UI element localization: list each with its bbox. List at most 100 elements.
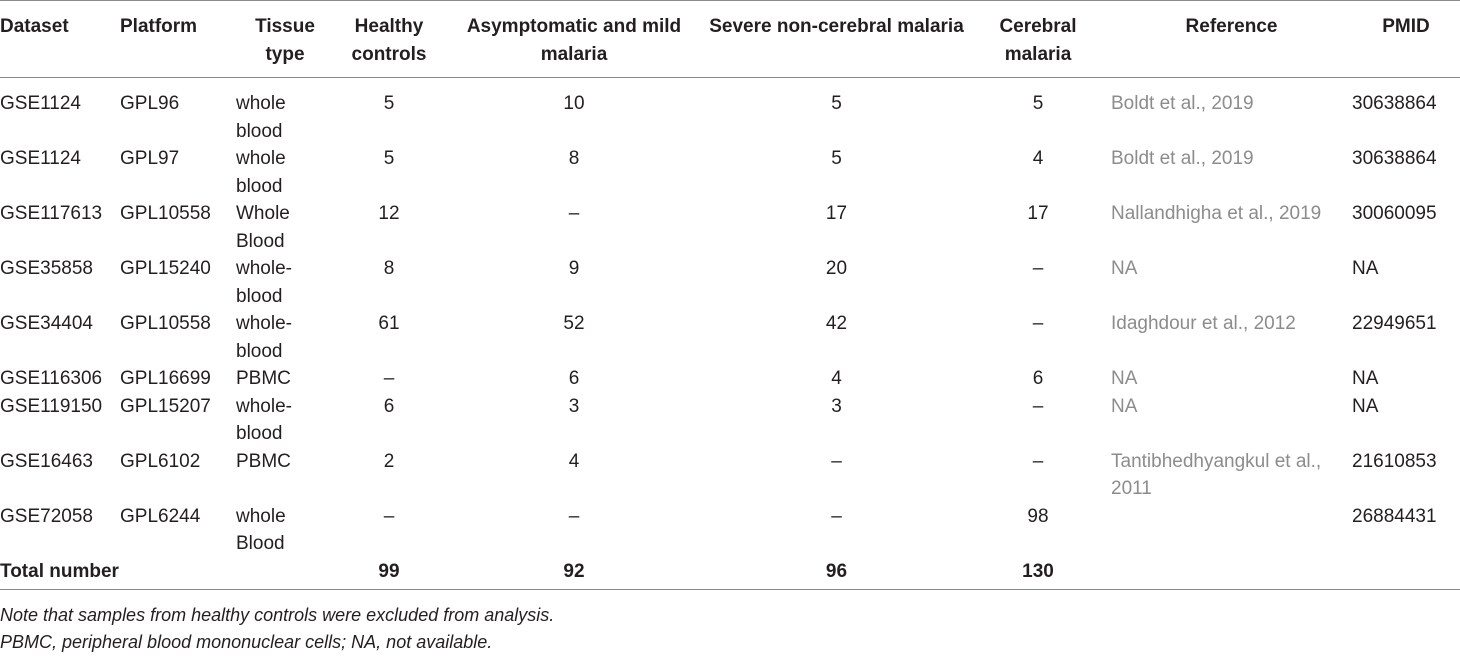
cell-asymptomatic-mild: 8: [568, 148, 580, 169]
cell-platform: GPL10558: [120, 203, 211, 224]
cell-pmid: NA: [1352, 395, 1379, 417]
cell-asymptomatic-mild: 4: [568, 450, 580, 472]
note-line: PBMC, peripheral blood mononuclear cells…: [0, 632, 493, 652]
cell-tissue-type: PBMC: [236, 368, 291, 389]
cell-reference: Boldt et al., 2019: [1111, 93, 1254, 114]
total-cerebral: 130: [969, 557, 1107, 590]
table-header: Dataset Platform Tissue type Healthy con…: [0, 0, 1460, 78]
cell-pmid: NA: [1352, 368, 1379, 389]
cell-reference: Tantibhedhyangkul et al., 2011: [1111, 450, 1322, 500]
table-row: GSE35858 GPL15240 whole-blood 8 9 20 – NA NA: [0, 255, 1460, 310]
cell-asymptomatic-mild: 52: [563, 313, 585, 334]
cell-asymptomatic-mild: –: [568, 505, 580, 527]
cell-dataset: GSE1124: [0, 93, 81, 114]
total-pmid-empty: [1352, 557, 1460, 590]
header-healthy-controls: Healthy controls: [334, 0, 444, 78]
cell-tissue-type: whole blood: [236, 93, 286, 142]
table-body: GSE1124 GPL96 whole blood 5 10 5 5 Boldt et al.…: [0, 78, 1460, 558]
table-row: GSE1124 GPL96 whole blood 5 10 5 5 Boldt et al.…: [0, 78, 1460, 146]
cell-tissue-type: whole Blood: [236, 505, 286, 555]
cell-platform: GPL6244: [120, 505, 201, 527]
cell-tissue-type: Whole Blood: [236, 203, 290, 252]
cell-cerebral-malaria: 6: [1032, 368, 1044, 389]
cell-healthy-controls: 5: [383, 93, 395, 114]
cell-tissue-type: whole-blood: [236, 258, 292, 307]
cell-reference: NA: [1111, 368, 1138, 389]
cell-asymptomatic-mild: 10: [563, 93, 585, 114]
header-severe-non-cerebral: Severe non-cerebral malaria: [704, 0, 969, 78]
cell-severe-non-cerebral: –: [831, 505, 842, 527]
cell-cerebral-malaria: –: [1032, 395, 1044, 417]
cell-cerebral-malaria: –: [1032, 313, 1044, 334]
cell-severe-non-cerebral: 17: [825, 203, 848, 224]
cell-asymptomatic-mild: 6: [568, 368, 580, 389]
total-row: Total number 99 92 96 130: [0, 557, 1460, 590]
total-label: Total number: [0, 557, 334, 590]
cell-cerebral-malaria: 5: [1032, 93, 1044, 114]
table-row: GSE72058 GPL6244 whole Blood – – – 98 26884431: [0, 503, 1460, 558]
cell-reference: NA: [1111, 258, 1138, 279]
header-reference: Reference: [1107, 0, 1352, 78]
total-healthy: 99: [334, 557, 444, 590]
cell-asymptomatic-mild: 9: [568, 258, 580, 279]
cell-reference: Idaghdour et al., 2012: [1111, 313, 1296, 334]
cell-severe-non-cerebral: 5: [831, 148, 842, 169]
malaria-datasets-table: Dataset Platform Tissue type Healthy con…: [0, 0, 1460, 590]
cell-reference: Nallandhigha et al., 2019: [1111, 203, 1322, 224]
cell-platform: GPL6102: [120, 450, 201, 472]
header-dataset: Dataset: [0, 0, 120, 78]
cell-dataset: GSE1124: [0, 148, 81, 169]
cell-cerebral-malaria: 17: [1027, 203, 1049, 224]
cell-cerebral-malaria: –: [1032, 450, 1044, 472]
cell-dataset: GSE34404: [0, 313, 93, 334]
cell-healthy-controls: 61: [378, 313, 400, 334]
cell-healthy-controls: 8: [383, 258, 395, 279]
cell-platform: GPL96: [120, 93, 180, 114]
header-platform: Platform: [120, 0, 236, 78]
cell-dataset: GSE119150: [0, 395, 103, 417]
header-tissue-type: Tissue type: [236, 0, 334, 78]
cell-asymptomatic-mild: 3: [568, 395, 580, 417]
cell-dataset: GSE117613: [0, 203, 103, 224]
cell-healthy-controls: 12: [378, 203, 400, 224]
cell-healthy-controls: 6: [383, 395, 395, 417]
cell-healthy-controls: –: [383, 505, 395, 527]
cell-severe-non-cerebral: 20: [825, 258, 848, 279]
cell-severe-non-cerebral: 4: [831, 368, 842, 389]
cell-tissue-type: whole-blood: [236, 395, 292, 445]
cell-tissue-type: whole-blood: [236, 313, 292, 362]
cell-pmid: NA: [1352, 258, 1379, 279]
cell-severe-non-cerebral: 3: [831, 395, 842, 417]
cell-tissue-type: PBMC: [236, 450, 291, 472]
header-row: Dataset Platform Tissue type Healthy con…: [0, 0, 1460, 78]
cell-reference: Boldt et al., 2019: [1111, 148, 1254, 169]
total-severe: 96: [704, 557, 969, 590]
table-footer: Total number 99 92 96 130: [0, 557, 1460, 590]
header-asymptomatic-mild: Asymptomatic and mild malaria: [444, 0, 704, 78]
cell-reference: NA: [1111, 395, 1138, 417]
cell-pmid: 22949651: [1352, 313, 1437, 334]
cell-healthy-controls: –: [383, 368, 395, 389]
cell-pmid: 30638864: [1352, 93, 1437, 114]
cell-reference: [1107, 503, 1352, 558]
cell-platform: GPL10558: [120, 313, 211, 334]
cell-pmid: 30638864: [1352, 148, 1437, 169]
header-pmid: PMID: [1352, 0, 1460, 78]
cell-dataset: GSE16463: [0, 450, 93, 472]
cell-severe-non-cerebral: 5: [831, 93, 842, 114]
table-row: GSE1124 GPL97 whole blood 5 8 5 4 Boldt et al.,…: [0, 145, 1460, 200]
table-row: GSE16463 GPL6102 PBMC 2 4 – – Tantibhedhyangkul…: [0, 448, 1460, 503]
cell-pmid: 21610853: [1352, 450, 1437, 472]
cell-dataset: GSE35858: [0, 258, 93, 279]
cell-platform: GPL16699: [120, 368, 211, 389]
table-notes: Note that samples from healthy controls …: [0, 602, 554, 656]
table-row: GSE34404 GPL10558 whole-blood 61 52 42 – Idaghd…: [0, 310, 1460, 365]
cell-platform: GPL15240: [120, 258, 211, 279]
cell-dataset: GSE116306: [0, 368, 103, 389]
table-row: GSE119150 GPL15207 whole-blood 6 3 3 – NA NA: [0, 393, 1460, 448]
cell-cerebral-malaria: –: [1032, 258, 1044, 279]
total-asymptomatic: 92: [444, 557, 704, 590]
cell-dataset: GSE72058: [0, 505, 93, 527]
cell-tissue-type: whole blood: [236, 148, 286, 197]
